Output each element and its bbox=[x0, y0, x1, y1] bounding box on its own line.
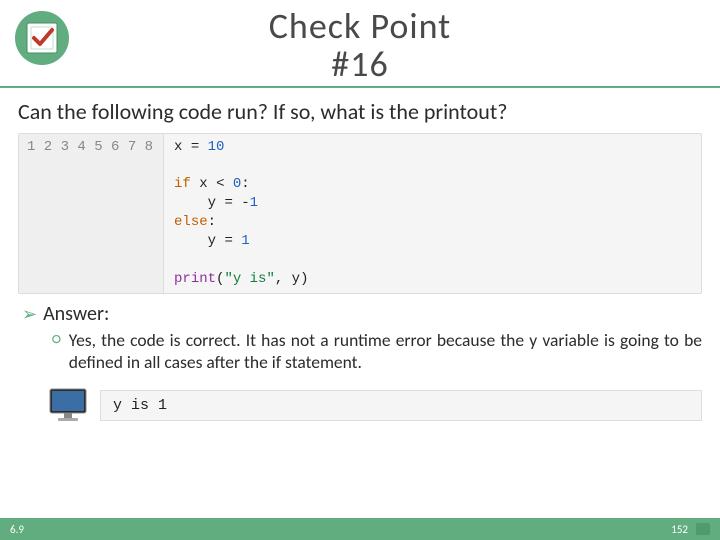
output-box: y is 1 bbox=[100, 390, 702, 421]
footer-chapter: 6.9 bbox=[10, 523, 24, 536]
answer-bullet-row: ○ Yes, the code is correct. It has not a… bbox=[0, 326, 720, 374]
checkpoint-icon bbox=[14, 10, 70, 66]
answer-body: Yes, the code is correct. It has not a r… bbox=[69, 330, 702, 374]
title-text: Check Point #16 bbox=[70, 8, 720, 84]
footer-page-number: 152 bbox=[671, 523, 688, 536]
answer-heading-row: ➢ Answer: bbox=[0, 294, 720, 326]
footer-bar: 6.9 152 bbox=[0, 518, 720, 540]
output-row: y is 1 bbox=[0, 373, 720, 423]
footer-right: 152 bbox=[671, 523, 710, 536]
title-row: Check Point #16 bbox=[0, 0, 720, 84]
question-text: Can the following code run? If so, what … bbox=[0, 98, 720, 133]
slide: Check Point #16 Can the following code r… bbox=[0, 0, 720, 540]
monitor-icon bbox=[48, 387, 88, 423]
title-line-1: Check Point bbox=[70, 8, 650, 46]
bullet-icon: ○ bbox=[52, 330, 61, 374]
title-line-2: #16 bbox=[70, 46, 650, 84]
code-lines: x = 10 if x < 0: y = -1 else: y = 1 prin… bbox=[164, 134, 318, 293]
answer-label: Answer: bbox=[43, 302, 109, 326]
title-underline bbox=[0, 86, 720, 88]
code-block: 1 2 3 4 5 6 7 8 x = 10 if x < 0: y = -1 … bbox=[18, 133, 702, 294]
footer-pill-icon bbox=[696, 523, 710, 535]
chevron-icon: ➢ bbox=[22, 303, 37, 325]
line-numbers: 1 2 3 4 5 6 7 8 bbox=[19, 134, 164, 293]
